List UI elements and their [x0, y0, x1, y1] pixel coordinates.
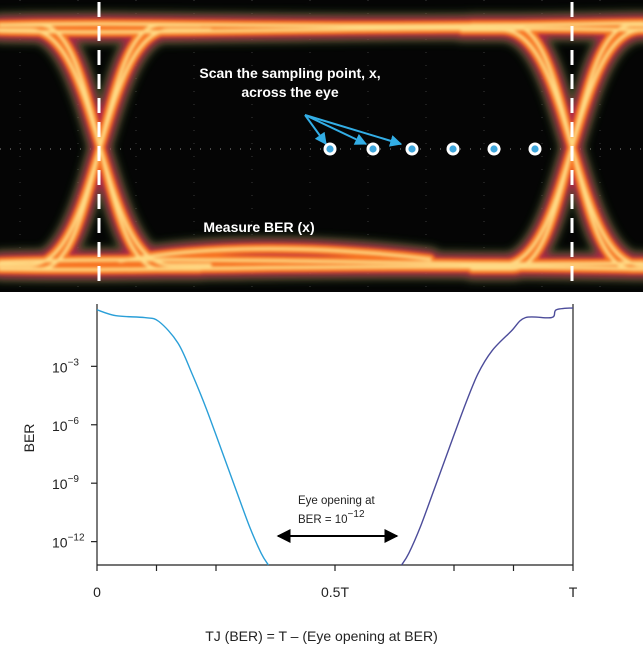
- sampling-point-center: [408, 145, 416, 153]
- y-tick-marks: [91, 365, 97, 543]
- y-tick-base: 10: [52, 535, 68, 551]
- x-tick-label-0: 0: [93, 584, 101, 600]
- eye-opening-ber-base: BER = 10: [298, 514, 348, 526]
- x-tick-label-T: T: [569, 584, 578, 600]
- left-bathtub-curve: [96, 309, 269, 566]
- y-tick-exponent: −9: [68, 474, 80, 485]
- eye-diagram-panel: Scan the sampling point, x, across the e…: [0, 0, 643, 292]
- sampling-point-center: [369, 145, 377, 153]
- y-tick-label: 10−12: [52, 533, 85, 551]
- right-bathtub-curve: [401, 307, 574, 566]
- sampling-points: [323, 142, 542, 156]
- scan-arrow: [304, 114, 403, 147]
- eye-opening-ber-exponent: −12: [348, 509, 365, 520]
- eye-trace: [118, 247, 432, 263]
- y-tick-labels: 10−310−610−910−12: [52, 357, 85, 550]
- x-tick-label-half: 0.5T: [321, 584, 349, 600]
- y-tick-label: 10−6: [52, 416, 79, 434]
- sampling-point-center: [326, 145, 334, 153]
- eye-diagram: Scan the sampling point, x, across the e…: [0, 0, 643, 292]
- sampling-point-center: [531, 145, 539, 153]
- scan-label-line1: Scan the sampling point, x,: [199, 65, 380, 81]
- scan-arrow: [304, 114, 327, 145]
- eye-trace: [0, 26, 643, 34]
- y-tick-label: 10−9: [52, 474, 79, 492]
- scan-arrow: [304, 114, 368, 145]
- x-tick-marks: [96, 565, 574, 571]
- sampling-point-center: [490, 145, 498, 153]
- measure-ber-label: Measure BER (x): [203, 219, 314, 235]
- y-tick-label: 10−3: [52, 357, 79, 375]
- crossing-markers: [97, 2, 574, 290]
- ber-bathtub-chart: 10−310−610−910−12 BER Eye opening at BER…: [21, 304, 578, 600]
- y-axis-label: BER: [21, 424, 37, 453]
- y-tick-base: 10: [52, 418, 68, 434]
- eye-trace: [0, 258, 643, 266]
- y-tick-base: 10: [52, 476, 68, 492]
- y-tick-exponent: −12: [68, 533, 85, 544]
- y-tick-exponent: −6: [68, 416, 80, 427]
- sampling-point-center: [449, 145, 457, 153]
- scan-arrows: [304, 114, 403, 147]
- scan-label-line2: across the eye: [241, 84, 338, 100]
- eye-opening-label-line2: BER = 10−12: [298, 509, 365, 526]
- eye-opening-label-line1: Eye opening at: [298, 495, 376, 507]
- ber-bathtub-panel: 10−3 10−6 10−9 10−12 BER Eye opening at BER…: [0, 292, 643, 645]
- y-tick-exponent: −3: [68, 357, 80, 368]
- tj-formula: TJ (BER) = T – (Eye opening at BER): [205, 628, 438, 644]
- y-tick-base: 10: [52, 359, 68, 375]
